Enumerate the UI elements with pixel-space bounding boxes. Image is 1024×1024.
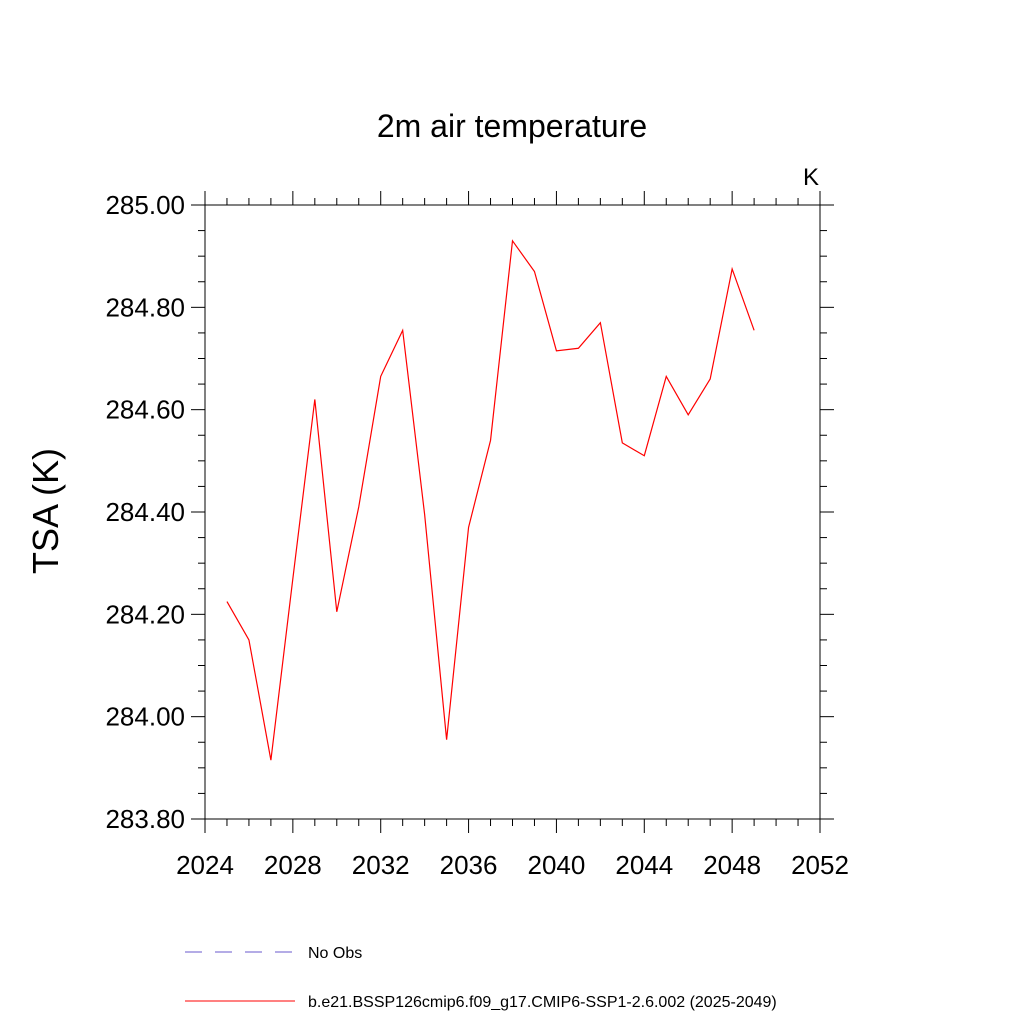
y-axis-label: TSA (K) bbox=[25, 448, 66, 574]
legend-label-run: b.e21.BSSP126cmip6.f09_g17.CMIP6-SSP1-2.… bbox=[308, 994, 777, 1011]
chart-title: 2m air temperature bbox=[377, 108, 647, 144]
y-axis: 283.80 284.00 284.20 284.40 284.60 284.80 285.… bbox=[105, 190, 834, 834]
y-tick-label: 285.00 bbox=[105, 190, 185, 220]
x-tick-label: 2024 bbox=[176, 850, 234, 880]
y-tick-label: 284.40 bbox=[105, 497, 185, 527]
series-line bbox=[226, 239, 755, 761]
x-tick-label: 2048 bbox=[703, 850, 761, 880]
legend-label-no-obs: No Obs bbox=[308, 945, 362, 962]
y-tick-label: 284.20 bbox=[105, 599, 185, 629]
x-axis: 2024 2028 2032 2036 2040 2044 2048 2052 bbox=[176, 191, 849, 880]
series-layer bbox=[226, 239, 755, 761]
x-tick-label: 2032 bbox=[352, 850, 410, 880]
minor-ticks bbox=[198, 198, 827, 826]
x-tick-label: 2036 bbox=[440, 850, 498, 880]
y-tick-label: 284.60 bbox=[105, 395, 185, 425]
y-tick-label: 284.80 bbox=[105, 292, 185, 322]
y-tick-label: 283.80 bbox=[105, 804, 185, 834]
units-label: K bbox=[803, 164, 819, 191]
x-tick-label: 2044 bbox=[615, 850, 673, 880]
x-tick-label: 2028 bbox=[264, 850, 322, 880]
x-tick-label: 2040 bbox=[528, 850, 586, 880]
x-tick-label: 2052 bbox=[791, 850, 849, 880]
legend: No Obs b.e21.BSSP126cmip6.f09_g17.CMIP6-… bbox=[185, 945, 777, 1011]
plot-frame bbox=[204, 204, 821, 820]
y-tick-label: 284.00 bbox=[105, 702, 185, 732]
